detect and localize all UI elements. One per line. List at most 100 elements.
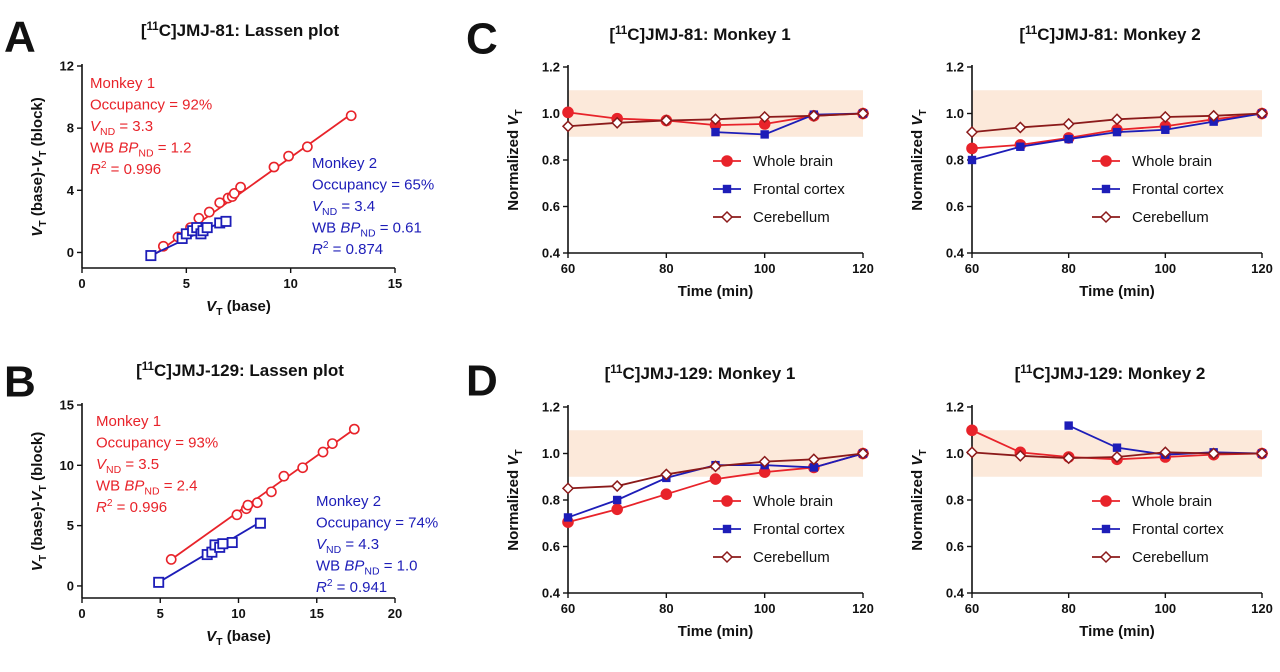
legend-label: Whole brain [753,493,833,510]
data-point [217,538,229,550]
data-point [660,114,673,127]
annotation-monkey-2: Monkey 2 Occupancy = 65% VND​ = 3.4WB BPND… [312,155,434,258]
data-point [856,447,870,460]
x-tick-label: 15 [310,606,324,621]
y-tick-label: 0.6 [542,539,560,554]
x-tick-label: 15 [388,276,402,291]
x-tick-label: 100 [754,261,776,276]
annotation-line: VND​ = 4.3 [316,536,379,556]
y-tick-label: 0.8 [542,493,560,508]
legend-marker [1101,524,1111,534]
data-point [201,222,213,234]
legend: Whole brain Frontal cortex Cerebellum [1092,153,1224,226]
annotation-line: Monkey 2 [312,155,377,172]
data-point [235,181,246,193]
x-axis-label: VT​ (base) [206,628,271,648]
annotation-line: Monkey 1 [96,413,161,430]
y-tick-label: 5 [67,518,74,533]
data-point [758,455,771,468]
annotation-line: WB BPND​ = 1.0 [316,558,417,578]
data-point [165,554,177,565]
panel-label-c: C [466,15,498,64]
y-tick-label: 15 [60,398,74,413]
legend-marker [1100,155,1112,167]
x-axis-label: Time (min) [678,283,754,300]
data-point [760,130,769,139]
legend-label: Frontal cortex [753,181,845,198]
legend-marker [720,210,734,224]
legend-label: Cerebellum [1132,549,1209,566]
data-point [1062,117,1075,131]
legend-marker [720,550,734,564]
data-point [297,462,309,474]
data-point [317,446,329,458]
data-point [1014,449,1027,462]
x-tick-label: 120 [1251,601,1273,616]
data-point [265,486,277,498]
data-point [709,460,722,473]
data-point [1016,142,1025,151]
annotation-line: Occupancy = 93% [96,435,218,452]
y-tick-label: 0.4 [542,246,561,261]
x-tick-label: 60 [561,261,575,276]
x-tick-label: 10 [231,606,245,621]
data-point [268,161,280,173]
chart-c2: [11C]JMJ-81: Monkey 2 0.4 0.6 0.8 1.0 1.2 60 80… [909,25,1273,300]
data-point [193,212,205,224]
legend-label: Frontal cortex [1132,521,1224,538]
y-tick-label: 1.2 [946,400,964,415]
annotation-line: R2​ = 0.996 [96,498,167,516]
data-point [611,503,623,516]
data-point [226,537,238,549]
data-point [145,250,157,262]
data-point [561,120,575,133]
x-tick-label: 20 [388,606,402,621]
annotation-line: VND​ = 3.5 [96,456,159,476]
data-point [278,470,290,482]
x-tick-label: 10 [283,276,297,291]
series-monkey-1 [165,423,360,565]
y-tick-label: 1.2 [542,400,560,415]
x-tick-label: 80 [659,261,673,276]
data-point [1207,447,1220,460]
x-tick-label: 80 [659,601,673,616]
panel-label-a: A [4,13,36,62]
annotation-monkey-1: Monkey 1 Occupancy = 92% VND​ = 3.3WB BPND… [90,75,212,178]
y-tick-label: 0 [67,245,74,260]
data-point [345,110,357,122]
chart-b: B [11C]JMJ-129: Lassen plot 0 5 10 15 0 5 10 15 20… [4,358,438,648]
data-point [807,109,820,122]
data-point [214,197,226,209]
chart-title: [11C]JMJ-129: Monkey 1 [605,364,796,383]
data-point [283,150,294,162]
y-axis-label: Normalized VT​ [505,449,525,551]
data-point [203,206,215,218]
data-point [758,110,771,124]
data-point [965,446,979,459]
series-cerebellum [965,446,1269,465]
y-axis-label: VT​ (base)-VT​ (block) [29,432,49,572]
data-point [562,106,574,119]
data-point [242,499,254,511]
x-axis-label: Time (min) [1079,623,1155,640]
annotation-line: Monkey 1 [90,75,155,92]
x-tick-label: 100 [754,601,776,616]
x-tick-label: 0 [78,276,85,291]
legend-marker [1101,184,1111,194]
legend-label: Cerebellum [1132,209,1209,226]
annotation-line: WB BPND​ = 1.2 [90,140,191,160]
x-axis-label: VT​ (base) [206,298,271,318]
data-point [1110,450,1124,464]
data-point [711,127,720,137]
annotation-line: Monkey 2 [316,493,381,510]
chart-d2: [11C]JMJ-129: Monkey 2 0.4 0.6 0.8 1.0 1.2 60 8… [909,364,1273,640]
x-tick-label: 80 [1061,261,1075,276]
data-point [965,126,979,139]
y-tick-label: 0.8 [542,153,560,168]
x-axis-label: Time (min) [678,623,754,640]
y-axis-label: Normalized VT​ [909,109,929,211]
y-tick-label: 0.6 [946,199,964,214]
data-point [563,513,573,522]
data-point [348,423,360,435]
